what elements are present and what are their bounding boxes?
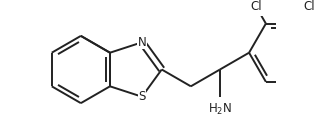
Text: S: S [138,90,146,103]
Text: H$_2$N: H$_2$N [208,101,232,117]
Text: N: N [137,36,146,49]
Text: Cl: Cl [250,0,262,13]
Text: Cl: Cl [304,0,315,13]
